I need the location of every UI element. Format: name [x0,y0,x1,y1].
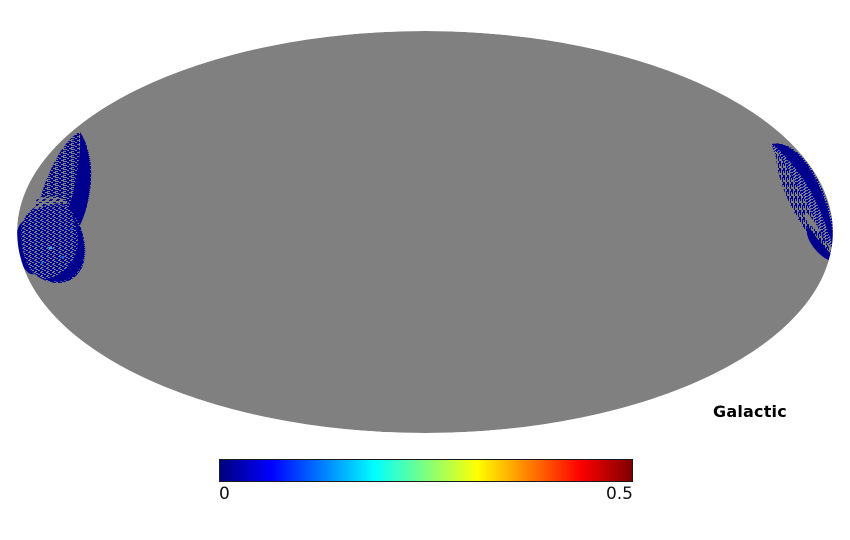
right-lobe-tail [806,226,833,261]
colorbar-max-label: 0.5 [605,484,633,504]
left-lobe-lower-rim [45,212,85,282]
sky-sphere [17,31,833,433]
mollweide-sky-map [0,0,850,460]
right-lobe-notch [804,212,820,232]
colorbar[interactable] [219,459,633,482]
left-lobe-fringe [36,196,70,210]
left-lobe-bright-speck [41,262,43,264]
right-lobe-outer-edge [772,143,833,250]
colorbar-tick-labels: 0 0.5 [219,483,633,507]
masked-sphere-fill [17,31,833,433]
colorbar-gradient[interactable] [219,459,633,482]
signal-region-left [17,132,92,284]
left-lobe-lower-dither [19,202,86,284]
left-lobe-bright-speck [61,256,64,258]
signal-region-right [772,143,833,261]
left-lobe-bright-speck [49,247,52,249]
left-lobe-bright-speck [70,228,72,230]
coordinate-system-label: Galactic [713,402,787,421]
outside-sphere-mask [0,0,850,460]
colorbar-min-label: 0 [219,484,230,504]
